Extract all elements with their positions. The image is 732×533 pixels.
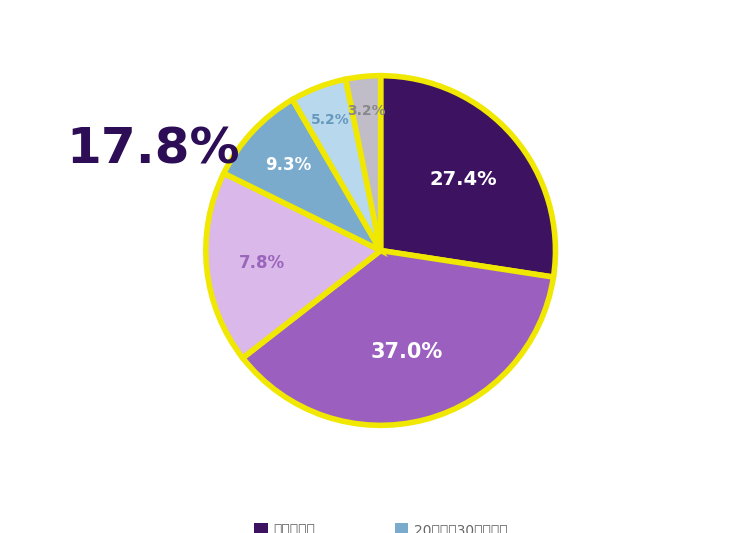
Text: 7.8%: 7.8% xyxy=(239,254,285,272)
Wedge shape xyxy=(346,76,381,251)
Legend: 残業はない, 1〜10時間未満, 10時間〜20時間未満, 20時間〜30時間未満, 30時間〜40時間未満, 40時間以上: 残業はない, 1〜10時間未満, 10時間〜20時間未満, 20時間〜30時間未… xyxy=(248,518,513,533)
Text: 5.2%: 5.2% xyxy=(311,113,350,127)
Wedge shape xyxy=(293,79,381,251)
Text: 27.4%: 27.4% xyxy=(429,171,497,189)
Text: 17.8%: 17.8% xyxy=(66,125,239,173)
Text: 37.0%: 37.0% xyxy=(371,342,443,362)
Text: 3.2%: 3.2% xyxy=(347,104,386,118)
Wedge shape xyxy=(224,100,381,251)
Wedge shape xyxy=(381,76,556,277)
Wedge shape xyxy=(206,173,381,358)
Text: 9.3%: 9.3% xyxy=(266,156,312,174)
Wedge shape xyxy=(243,251,553,425)
